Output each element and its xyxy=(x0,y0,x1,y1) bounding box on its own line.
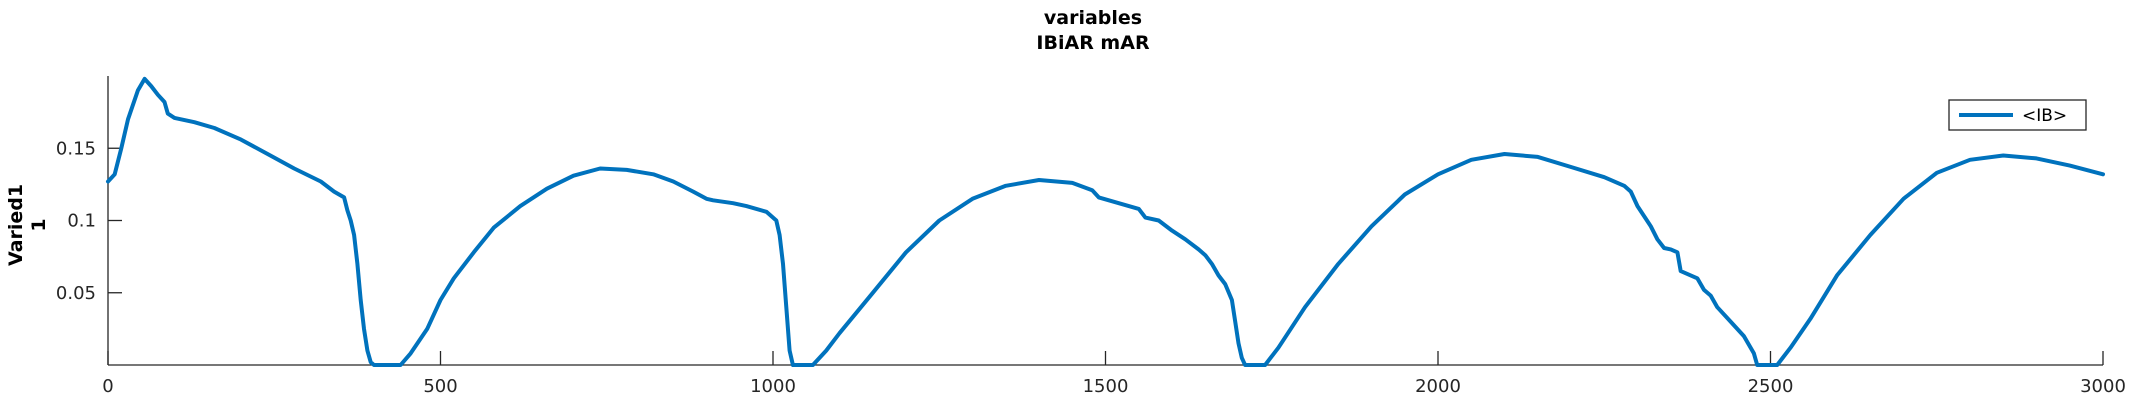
x-tick-label: 500 xyxy=(423,376,457,397)
x-ticks: 0 500 1000 1500 2000 2500 3000 xyxy=(102,351,2126,397)
y-tick-label: 0.1 xyxy=(67,211,96,232)
y-axis-label: Varied1 1 xyxy=(5,184,50,266)
y-axis-label-line-2: 1 xyxy=(28,218,50,231)
x-tick-label: 1000 xyxy=(750,376,796,397)
series-line-ib xyxy=(106,76,2105,367)
y-tick-label: 0.05 xyxy=(56,283,96,304)
legend-label-ib: <IB> xyxy=(2022,106,2067,126)
y-ticks: 0.05 0.1 0.15 xyxy=(56,138,122,304)
legend: <IB> xyxy=(1948,99,2087,131)
x-tick-label: 1500 xyxy=(1083,376,1129,397)
y-axis-label-line-1: Varied1 xyxy=(5,184,27,266)
axes xyxy=(107,76,2103,366)
x-tick-label: 0 xyxy=(102,376,113,397)
y-tick-label: 0.15 xyxy=(56,138,96,159)
x-tick-label: 3000 xyxy=(2080,376,2126,397)
x-tick-label: 2000 xyxy=(1415,376,1461,397)
chart-title: variables xyxy=(1044,7,1142,29)
chart-subtitle: IBiAR mAR xyxy=(1036,32,1150,54)
x-tick-label: 2500 xyxy=(1748,376,1794,397)
